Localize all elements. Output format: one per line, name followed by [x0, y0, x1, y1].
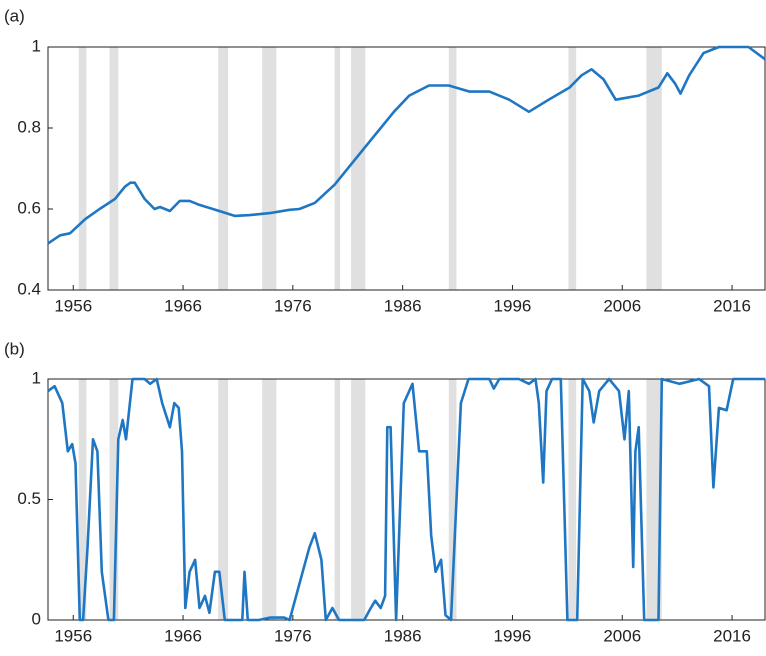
x-tick-label: 1966 — [164, 296, 202, 315]
x-tick-label: 2006 — [603, 296, 641, 315]
shaded-region — [646, 47, 662, 290]
shaded-region — [448, 379, 457, 620]
x-tick-label: 2016 — [713, 626, 751, 645]
x-tick-label: 1996 — [494, 296, 532, 315]
shaded-region — [448, 47, 457, 290]
x-tick-label: 1976 — [274, 296, 312, 315]
x-tick-label: 1956 — [54, 626, 92, 645]
shaded-region — [568, 47, 577, 290]
y-tick-label: 0.6 — [17, 198, 41, 217]
shaded-region — [334, 379, 341, 620]
shaded-region — [568, 379, 577, 620]
x-tick-label: 1976 — [274, 626, 312, 645]
panel-label: (b) — [4, 339, 25, 358]
shaded-region — [351, 47, 366, 290]
shaded-region — [109, 379, 119, 620]
shaded-region — [351, 379, 366, 620]
axes-box — [47, 46, 766, 291]
data-line — [47, 377, 765, 622]
y-tick-label: 1 — [32, 36, 41, 55]
y-tick-label: 0.8 — [17, 117, 41, 136]
shaded-region — [262, 379, 277, 620]
shaded-region — [218, 379, 229, 620]
x-tick-label: 1956 — [54, 296, 92, 315]
y-tick-label: 0.4 — [17, 279, 41, 298]
shaded-region — [262, 47, 277, 290]
shaded-region — [109, 47, 119, 290]
data-line — [47, 45, 766, 245]
x-tick-label: 1986 — [384, 296, 422, 315]
panel-label: (a) — [4, 6, 25, 25]
shaded-region — [334, 47, 341, 290]
shaded-region — [646, 379, 662, 620]
shaded-region — [78, 47, 87, 290]
shaded-region — [218, 47, 229, 290]
shaded-region — [78, 379, 87, 620]
x-tick-label: 1986 — [384, 626, 422, 645]
y-tick-label: 1 — [32, 368, 41, 387]
x-tick-label: 2016 — [713, 296, 751, 315]
y-tick-label: 0.5 — [17, 489, 41, 508]
x-tick-label: 1966 — [164, 626, 202, 645]
x-tick-label: 2006 — [603, 626, 641, 645]
x-tick-label: 1996 — [494, 626, 532, 645]
y-tick-label: 0 — [32, 609, 41, 628]
axes-box — [47, 378, 766, 621]
